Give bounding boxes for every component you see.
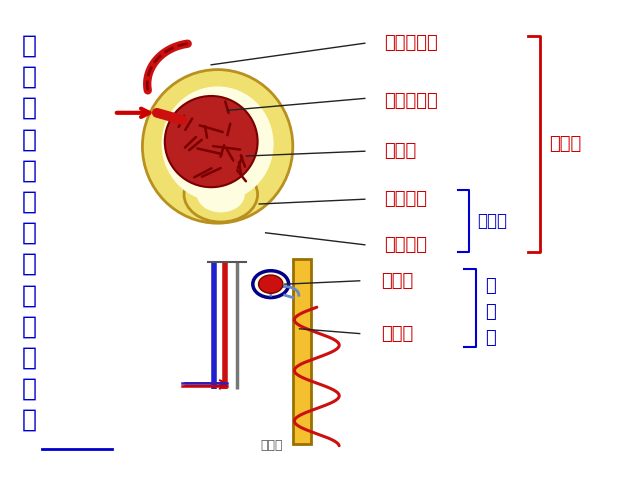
Circle shape (259, 275, 283, 293)
Text: 本: 本 (21, 314, 36, 338)
Text: 肾小体: 肾小体 (381, 272, 413, 290)
Text: 肾: 肾 (485, 276, 496, 295)
Text: 功: 功 (21, 190, 36, 214)
Text: 是: 是 (21, 408, 36, 432)
Text: 肾小管: 肾小管 (381, 324, 413, 343)
Text: 构: 构 (21, 127, 36, 151)
Ellipse shape (162, 86, 274, 202)
Text: 位: 位 (485, 329, 496, 348)
Text: 肾小囊腔: 肾小囊腔 (384, 236, 427, 254)
Text: 基: 基 (21, 283, 36, 307)
Ellipse shape (165, 96, 258, 187)
Text: 能: 能 (21, 221, 36, 245)
Text: 和: 和 (21, 158, 36, 182)
Ellipse shape (184, 167, 257, 222)
Ellipse shape (143, 70, 293, 223)
Text: 肾单位: 肾单位 (260, 439, 284, 452)
Text: 的: 的 (21, 252, 36, 276)
Text: 单: 单 (21, 346, 36, 370)
Text: 肾小囊: 肾小囊 (477, 212, 507, 230)
Bar (293, 259, 311, 444)
Text: 位: 位 (21, 377, 36, 401)
Text: 入球小动脉: 入球小动脉 (384, 92, 438, 110)
Text: 肾小体: 肾小体 (549, 135, 581, 153)
Text: 肾: 肾 (21, 34, 36, 58)
Text: 肾小球: 肾小球 (384, 142, 416, 160)
Text: 单: 单 (485, 303, 496, 321)
Ellipse shape (197, 177, 244, 213)
Text: 肾小囊壁: 肾小囊壁 (384, 190, 427, 208)
Text: 结: 结 (21, 96, 36, 120)
Text: 出球小动脉: 出球小动脉 (384, 34, 438, 52)
Text: 的: 的 (21, 65, 36, 89)
Circle shape (253, 271, 289, 298)
